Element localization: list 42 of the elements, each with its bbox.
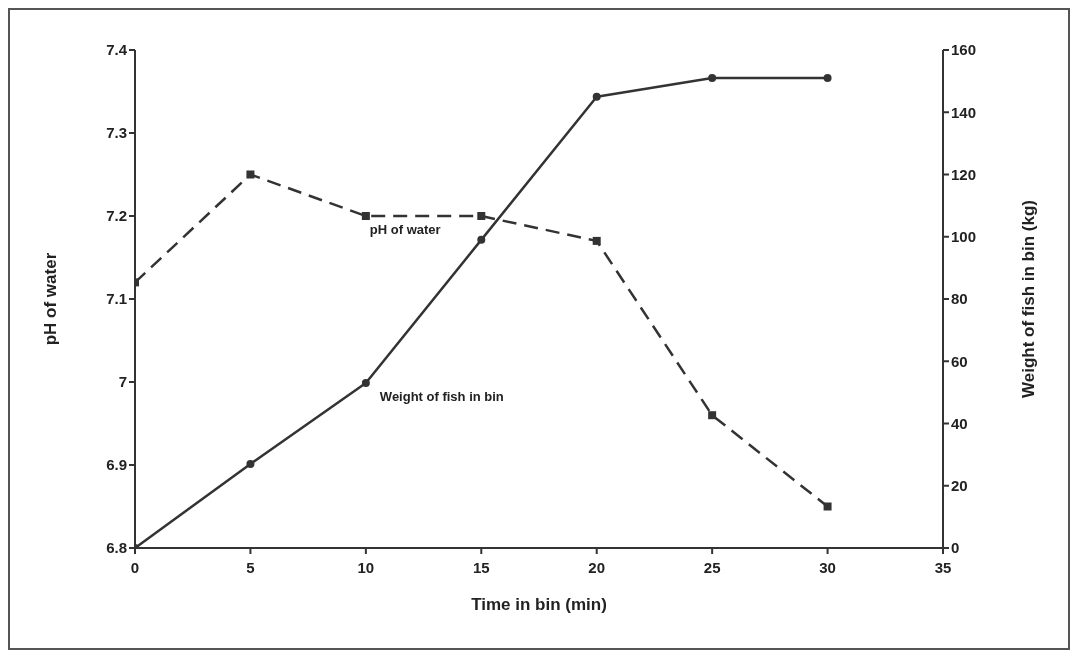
y2-tick-label: 20	[951, 477, 968, 495]
x-tick-label: 15	[472, 558, 490, 576]
y2-axis-title: Weight of fish in bin (kg)	[1019, 200, 1039, 398]
y2-tick-label: 40	[951, 414, 968, 432]
point	[592, 92, 601, 101]
point	[592, 236, 601, 245]
point	[823, 74, 832, 83]
y-tick-label: 7.1	[106, 290, 127, 308]
x-tick-label: 20	[588, 558, 606, 576]
y2-tick-label: 160	[951, 41, 977, 59]
y-tick-label: 6.8	[106, 539, 127, 557]
figure-frame: 0 5 10 15 20 25 30 35 Time in bin (min) 6.8 6.9 7 7.1 7.2 7.3 7.4 pH of water 0 20 40 60 80 100 120 140 160 Weight of fish in bin (kg) pH of water Weight of fish in bin	[8, 8, 1070, 650]
y-tick-label: 7.4	[106, 41, 128, 59]
y2-tick-label: 140	[951, 103, 977, 121]
point	[246, 459, 255, 468]
point	[823, 502, 832, 511]
point	[361, 379, 370, 388]
y-axis-title: pH of water	[41, 252, 61, 346]
y2-tick-label: 0	[951, 539, 960, 557]
y-tick-label: 7.2	[106, 207, 127, 225]
y2-tick-label: 80	[951, 290, 968, 308]
y-tick-label: 7.3	[106, 124, 127, 142]
y2-tick-label: 60	[951, 352, 968, 370]
point	[477, 212, 486, 220]
point	[708, 74, 717, 83]
y2-tick-label: 100	[951, 228, 977, 246]
x-tick-label: 35	[934, 558, 952, 576]
x-tick-label: 5	[246, 558, 255, 576]
x-tick-label: 0	[130, 558, 140, 576]
x-tick-label: 10	[357, 558, 375, 576]
y-tick-label: 7	[118, 373, 127, 391]
x-tick-label: 25	[703, 558, 721, 576]
series-label: Weight of fish in bin	[379, 389, 504, 405]
x-axis-title: Time in bin (min)	[471, 595, 607, 614]
x-tick-label: 30	[819, 558, 836, 576]
point	[477, 235, 486, 244]
point	[246, 170, 255, 179]
point	[361, 212, 370, 220]
y2-tick-label: 120	[951, 165, 977, 183]
series-label: pH of water	[369, 222, 441, 237]
y-tick-label: 6.9	[106, 456, 127, 474]
point	[708, 411, 717, 420]
